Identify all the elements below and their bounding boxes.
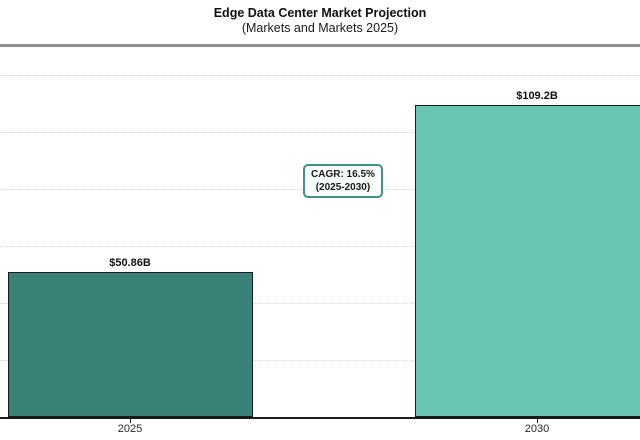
gridline-60 [0, 246, 640, 248]
cagr-line2: (2025-2030) [315, 182, 371, 193]
chart-subtitle: (Markets and Markets 2025) [241, 21, 399, 35]
cagr-annotation: CAGR: 16.5% (2025-2030) [303, 164, 383, 198]
x-axis-line [0, 417, 640, 419]
plot-area: $50.86B $109.2B [0, 46, 640, 440]
gridline-40 [0, 303, 640, 305]
bar-value-label-2030: $109.2B [516, 90, 558, 103]
gridline-100 [0, 131, 640, 133]
title-separator [0, 44, 640, 47]
x-tick-label-2030: 2030 [524, 423, 550, 435]
gridline-120 [0, 74, 640, 76]
chart-header: Edge Data Center Market Projection (Mark… [0, 6, 640, 36]
bar-value-label-2025: $50.86B [109, 257, 151, 270]
gridline-20 [0, 360, 640, 362]
bar-2030 [414, 105, 640, 418]
cagr-line1: CAGR: 16.5% [311, 169, 375, 180]
x-tick-2030 [537, 418, 538, 423]
bar-2025 [7, 272, 253, 418]
x-tick-label-2025: 2025 [117, 423, 143, 435]
chart-title: Edge Data Center Market Projection [213, 6, 427, 20]
x-tick-2025 [130, 418, 131, 423]
